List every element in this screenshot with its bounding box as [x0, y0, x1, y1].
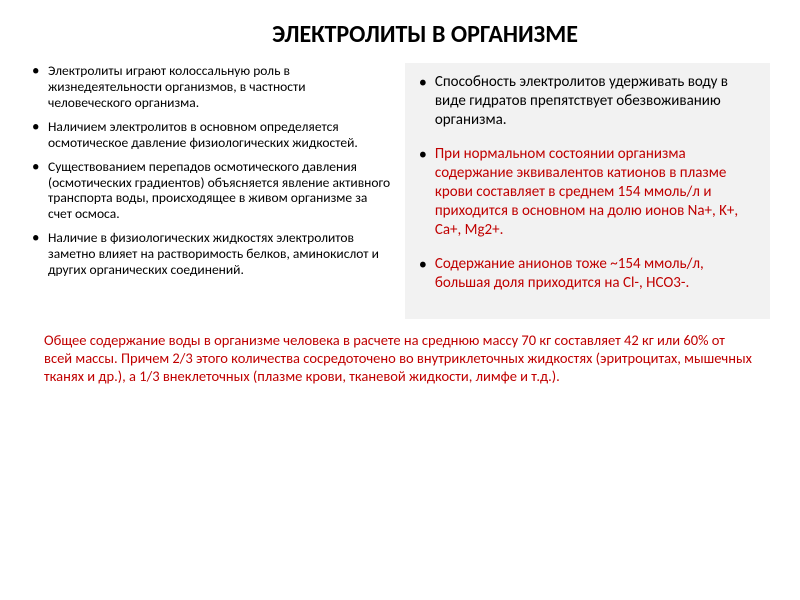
left-bullet-list: Электролиты играют колоссальную роль в ж…	[30, 63, 391, 278]
right-column: Способность электролитов удерживать воду…	[405, 63, 770, 319]
footer-note: Общее содержание воды в организме челове…	[30, 331, 770, 385]
list-item: Содержание анионов тоже ~154 ммоль/л, бо…	[417, 255, 758, 293]
right-bullet-list: Способность электролитов удерживать воду…	[417, 73, 758, 293]
slide-title: ЭЛЕКТРОЛИТЫ В ОРГАНИЗМЕ	[80, 20, 770, 49]
two-column-layout: Электролиты играют колоссальную роль в ж…	[30, 63, 770, 319]
list-item: Наличие в физиологических жидкостях элек…	[30, 230, 391, 278]
list-item: Наличием электролитов в основном определ…	[30, 119, 391, 151]
left-column: Электролиты играют колоссальную роль в ж…	[30, 63, 395, 319]
list-item: Электролиты играют колоссальную роль в ж…	[30, 63, 391, 111]
list-item: Существованием перепадов осмотического д…	[30, 159, 391, 223]
list-item: При нормальном состоянии организма содер…	[417, 145, 758, 241]
list-item: Способность электролитов удерживать воду…	[417, 73, 758, 131]
